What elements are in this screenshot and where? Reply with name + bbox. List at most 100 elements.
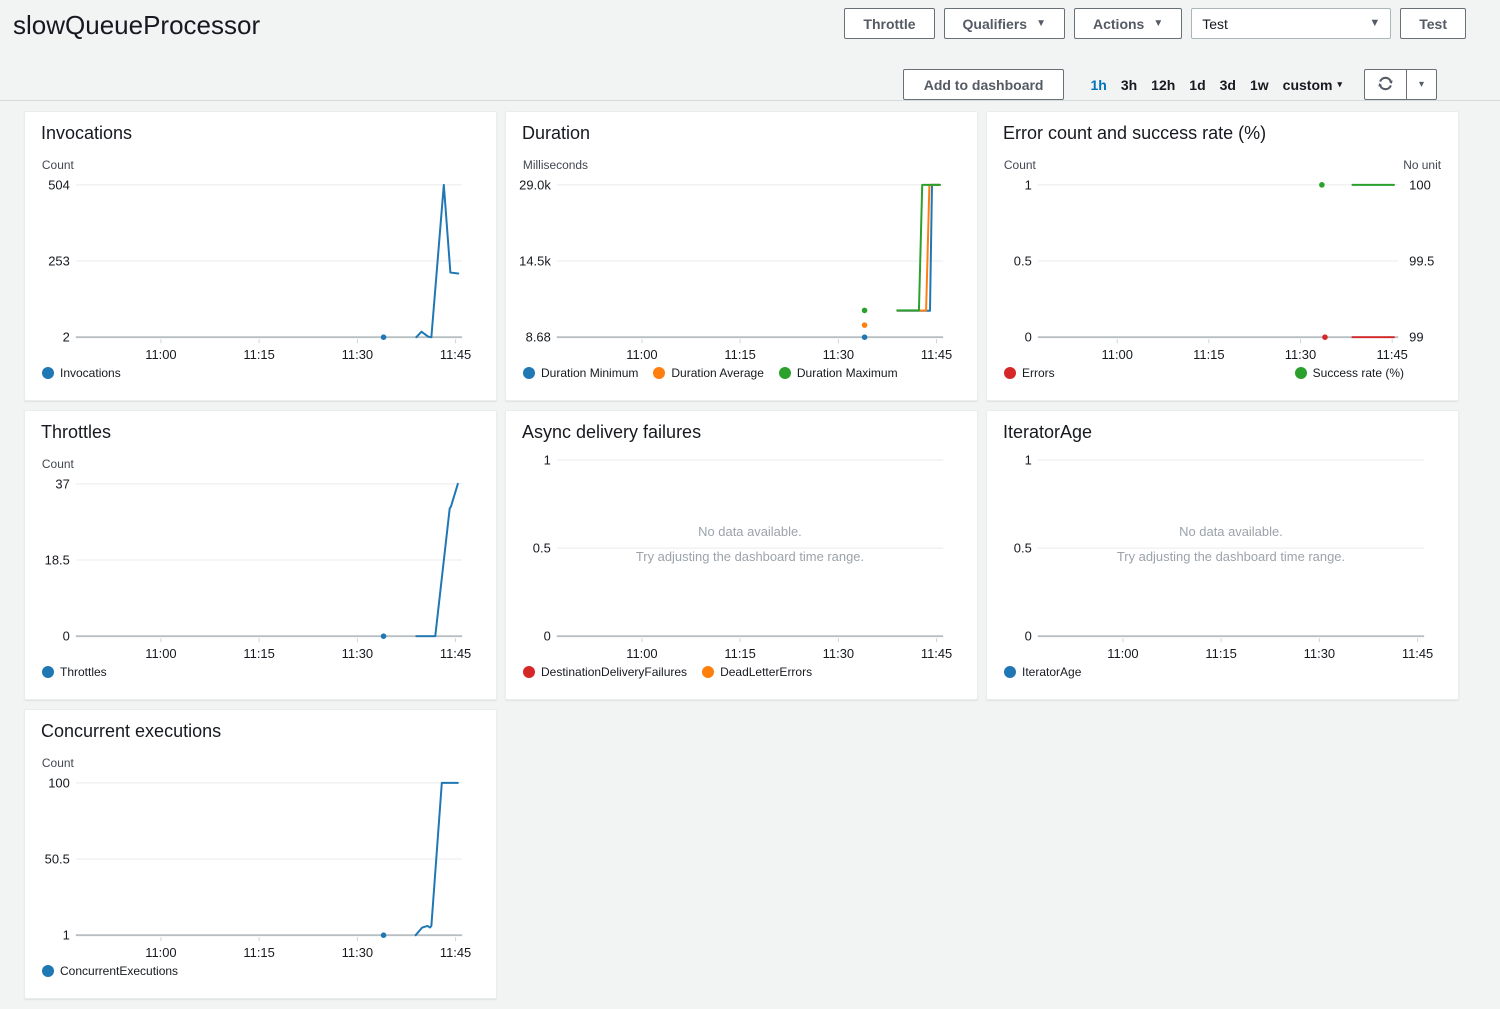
legend-label: Throttles: [60, 665, 107, 679]
svg-text:Count: Count: [42, 457, 75, 471]
caret-down-icon: ▼: [1369, 18, 1380, 29]
svg-text:11:30: 11:30: [823, 347, 854, 362]
panel-throttles: Throttles 11:0011:1511:3011:453718.50Cou…: [24, 410, 497, 700]
throttles-legend: Throttles: [25, 662, 496, 679]
refresh-button[interactable]: [1364, 69, 1407, 100]
actions-dropdown-button[interactable]: Actions ▼: [1074, 8, 1182, 39]
svg-text:0.5: 0.5: [1014, 541, 1032, 556]
legend-item[interactable]: Errors: [1004, 366, 1055, 380]
svg-text:11:45: 11:45: [921, 646, 952, 661]
svg-text:11:00: 11:00: [145, 347, 176, 362]
legend-label: Duration Maximum: [797, 366, 898, 380]
svg-text:11:00: 11:00: [626, 646, 657, 661]
legend-item[interactable]: Duration Minimum: [523, 366, 638, 380]
duration-legend: Duration Minimum Duration Average Duration…: [506, 363, 977, 380]
concurrent-executions-chart[interactable]: 11:0011:1511:3011:4510050.51Count: [25, 747, 496, 961]
svg-text:11:15: 11:15: [243, 646, 274, 661]
panel-concurrent-executions: Concurrent executions 11:0011:1511:3011:…: [24, 709, 497, 999]
svg-text:Milliseconds: Milliseconds: [523, 158, 588, 172]
legend-label: Errors: [1022, 366, 1055, 380]
range-3d[interactable]: 3d: [1220, 77, 1236, 93]
legend-label: Duration Average: [671, 366, 764, 380]
svg-text:11:00: 11:00: [1102, 347, 1133, 362]
svg-text:504: 504: [48, 177, 70, 192]
invocations-legend: Invocations: [25, 363, 496, 380]
svg-text:Count: Count: [42, 756, 75, 770]
panel-title: Invocations: [41, 121, 496, 145]
qualifiers-dropdown-button[interactable]: Qualifiers ▼: [944, 8, 1066, 39]
legend-label: Success rate (%): [1313, 366, 1404, 380]
svg-text:11:30: 11:30: [342, 347, 373, 362]
panel-invocations: Invocations 11:0011:1511:3011:455042532C…: [24, 111, 497, 401]
error-count-legend: Errors Success rate (%): [987, 363, 1458, 380]
svg-text:11:15: 11:15: [243, 347, 274, 362]
legend-color-dot: [779, 367, 791, 379]
panel-title: Throttles: [41, 420, 496, 444]
svg-text:11:45: 11:45: [1376, 347, 1407, 362]
svg-text:37: 37: [55, 476, 69, 491]
throttles-chart[interactable]: 11:0011:1511:3011:453718.50Count: [25, 448, 496, 662]
range-3h[interactable]: 3h: [1121, 77, 1137, 93]
legend-group-left: DestinationDeliveryFailures DeadLetterErr…: [523, 665, 812, 679]
legend-group-left: Throttles: [42, 665, 107, 679]
legend-item[interactable]: Throttles: [42, 665, 107, 679]
svg-text:11:15: 11:15: [724, 347, 755, 362]
range-1d[interactable]: 1d: [1189, 77, 1205, 93]
svg-text:11:15: 11:15: [1205, 646, 1236, 661]
caret-down-icon: ▾: [1419, 80, 1424, 90]
chart-svg: 11:0011:1511:3011:4510.5010099.599CountN…: [987, 149, 1458, 363]
async-delivery-failures-legend: DestinationDeliveryFailures DeadLetterErr…: [506, 662, 977, 679]
invocations-chart[interactable]: 11:0011:1511:3011:455042532Count: [25, 149, 496, 363]
svg-text:No data available.: No data available.: [1179, 524, 1283, 539]
svg-text:Try adjusting the dashboard ti: Try adjusting the dashboard time range.: [636, 549, 864, 564]
legend-item[interactable]: ConcurrentExecutions: [42, 964, 178, 978]
legend-color-dot: [653, 367, 665, 379]
legend-item[interactable]: DestinationDeliveryFailures: [523, 665, 687, 679]
add-to-dashboard-button[interactable]: Add to dashboard: [903, 69, 1065, 100]
legend-item[interactable]: DeadLetterErrors: [702, 665, 812, 679]
svg-text:Try adjusting the dashboard ti: Try adjusting the dashboard time range.: [1117, 549, 1345, 564]
panel-title: Error count and success rate (%): [1003, 121, 1458, 145]
chart-svg: 11:0011:1511:3011:455042532Count: [25, 149, 496, 363]
svg-text:11:45: 11:45: [440, 347, 471, 362]
legend-group-left: Errors: [1004, 366, 1055, 380]
range-1h[interactable]: 1h: [1090, 77, 1106, 93]
throttle-button[interactable]: Throttle: [844, 8, 934, 39]
panel-duration: Duration 11:0011:1511:3011:4529.0k14.5k8…: [505, 111, 978, 401]
svg-text:0.5: 0.5: [1014, 253, 1032, 268]
iterator-age-chart[interactable]: 11:0011:1511:3011:4510.50No data availab…: [987, 448, 1458, 662]
chart-svg: 11:0011:1511:3011:4529.0k14.5k8.68Millis…: [506, 149, 977, 363]
svg-text:11:30: 11:30: [1285, 347, 1316, 362]
legend-item[interactable]: Duration Maximum: [779, 366, 898, 380]
range-12h[interactable]: 12h: [1151, 77, 1175, 93]
legend-label: IteratorAge: [1022, 665, 1081, 679]
async-delivery-failures-chart[interactable]: 11:0011:1511:3011:4510.50No data availab…: [506, 448, 977, 662]
duration-chart[interactable]: 11:0011:1511:3011:4529.0k14.5k8.68Millis…: [506, 149, 977, 363]
range-1w[interactable]: 1w: [1250, 77, 1269, 93]
error-count-chart[interactable]: 11:0011:1511:3011:4510.5010099.599CountN…: [987, 149, 1458, 363]
legend-item[interactable]: Success rate (%): [1295, 366, 1404, 380]
concurrent-executions-legend: ConcurrentExecutions: [25, 961, 496, 978]
legend-group-left: IteratorAge: [1004, 665, 1081, 679]
test-event-select[interactable]: Test ▼: [1191, 8, 1391, 39]
svg-text:50.5: 50.5: [45, 851, 70, 866]
svg-text:11:15: 11:15: [243, 945, 274, 960]
legend-group-left: ConcurrentExecutions: [42, 964, 178, 978]
test-button[interactable]: Test: [1400, 8, 1466, 39]
legend-color-dot: [523, 367, 535, 379]
svg-text:0.5: 0.5: [533, 541, 551, 556]
iterator-age-legend: IteratorAge: [987, 662, 1458, 679]
svg-text:29.0k: 29.0k: [519, 177, 551, 192]
svg-text:100: 100: [1409, 177, 1431, 192]
svg-text:1: 1: [1025, 177, 1032, 192]
refresh-options-button[interactable]: ▾: [1406, 69, 1437, 100]
chart-svg: 11:0011:1511:3011:453718.50Count: [25, 448, 496, 662]
legend-label: ConcurrentExecutions: [60, 964, 178, 978]
svg-text:11:45: 11:45: [440, 945, 471, 960]
legend-item[interactable]: IteratorAge: [1004, 665, 1081, 679]
range-custom[interactable]: custom ▾: [1283, 77, 1342, 93]
legend-item[interactable]: Duration Average: [653, 366, 764, 380]
svg-text:11:30: 11:30: [823, 646, 854, 661]
legend-item[interactable]: Invocations: [42, 366, 121, 380]
legend-color-dot: [702, 666, 714, 678]
